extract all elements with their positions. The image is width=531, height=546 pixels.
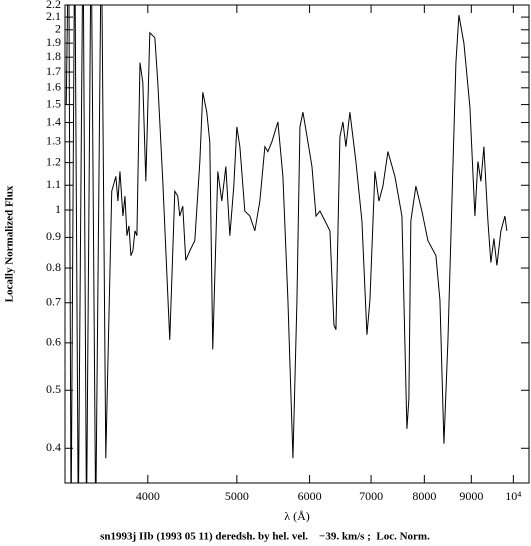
y-tick-label: 1.7 bbox=[46, 64, 61, 78]
chart-title: sn1993j IIb (1993 05 11) deredsh. by hel… bbox=[100, 531, 430, 543]
plot-frame bbox=[64, 4, 530, 484]
y-tick-label: 2 bbox=[55, 22, 61, 36]
y-tick-label: 1.5 bbox=[46, 96, 61, 110]
y-tick-label: 2.1 bbox=[46, 9, 61, 23]
series-group bbox=[65, 5, 508, 483]
x-tick-label: 9000 bbox=[459, 489, 483, 503]
x-tick-label: 5000 bbox=[225, 489, 249, 503]
y-tick-label: 1.1 bbox=[46, 177, 61, 191]
x-tick-label: 6000 bbox=[298, 489, 322, 503]
ticks: 0.4 0.5 0.6 0.7 0.8 0.9 1 1.1 1.2 1.3 1.4 1.5 1.6 1.7… bbox=[46, 0, 529, 503]
y-tick-label: 0.8 bbox=[46, 260, 61, 274]
y-tick-label: 1.6 bbox=[46, 80, 61, 94]
y-tick-label: 0.9 bbox=[46, 229, 61, 243]
x-tick-label: 4000 bbox=[136, 489, 160, 503]
y-tick-label: 0.7 bbox=[46, 295, 61, 309]
y-tick-label: 0.6 bbox=[46, 335, 61, 349]
x-tick-label: 10⁴ bbox=[505, 489, 521, 503]
y-tick-label: 1.2 bbox=[46, 154, 61, 168]
y-tick-label: 1 bbox=[55, 202, 61, 216]
y-tick-label: 0.5 bbox=[46, 382, 61, 396]
y-tick-label: 2.2 bbox=[46, 0, 61, 11]
y-tick-label: 1.8 bbox=[46, 49, 61, 63]
y-tick-label: 1.4 bbox=[46, 114, 61, 128]
x-tick-label: 8000 bbox=[412, 489, 436, 503]
x-tick-label: 7000 bbox=[359, 489, 383, 503]
y-tick-label: 0.4 bbox=[46, 440, 61, 454]
y-axis-label: Locally Normalized Flux bbox=[4, 185, 16, 302]
x-axis-label: λ (Å) bbox=[284, 509, 309, 523]
y-tick-label: 1.9 bbox=[46, 35, 61, 49]
y-tick-label: 1.3 bbox=[46, 134, 61, 148]
spectrum-line bbox=[65, 5, 508, 483]
